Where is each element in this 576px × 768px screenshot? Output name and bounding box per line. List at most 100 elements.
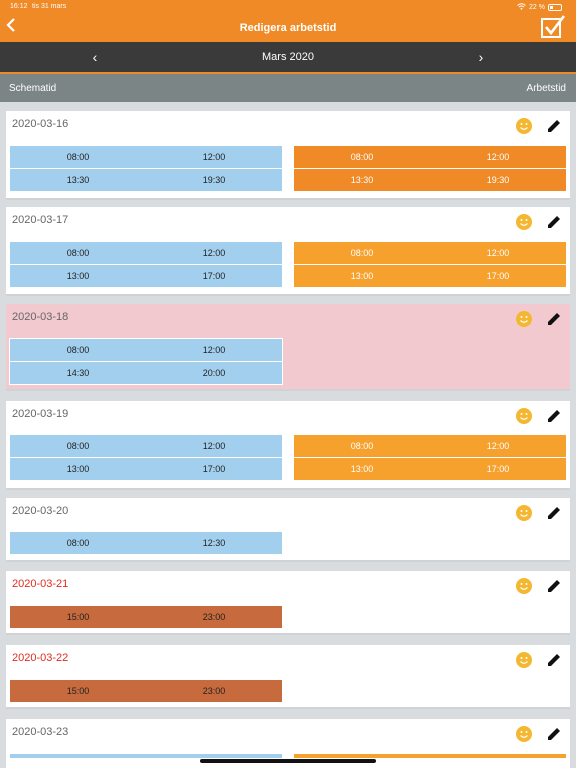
schedule-row[interactable]: 08:00 12:00: [10, 146, 282, 168]
card-divider: [6, 294, 570, 296]
worktime-column-header: Arbetstid: [526, 83, 566, 94]
checkbox-check-icon: [541, 15, 566, 38]
smiley-icon[interactable]: [516, 578, 532, 594]
worktime-block: 08:00 12:00 13:30 19:30: [294, 146, 566, 192]
edit-pencil-icon[interactable]: [546, 118, 562, 134]
column-headers: Schematid Arbetstid: [0, 72, 576, 102]
day-card[interactable]: 2020-03-17 08:00 12:00 13:00 17:00 08:00 12…: [6, 207, 570, 296]
schedule-row[interactable]: 08:00 12:00: [10, 435, 282, 457]
schedule-column-header: Schematid: [9, 83, 57, 94]
start-time: 08:00: [66, 345, 90, 355]
next-month-button[interactable]: ›: [478, 49, 484, 65]
start-time: 14:30: [66, 368, 90, 378]
back-button[interactable]: [5, 16, 25, 38]
schedule-row[interactable]: 08:00 12:30: [10, 532, 282, 554]
schedule-row[interactable]: 15:00 23:00: [10, 680, 282, 702]
start-time: 13:00: [66, 464, 90, 474]
schedule-row[interactable]: 08:00 12:00: [10, 339, 282, 361]
smiley-icon[interactable]: [516, 652, 532, 668]
battery-percent: 22 %: [529, 4, 545, 11]
end-time: 12:00: [202, 152, 226, 162]
edit-pencil-icon[interactable]: [546, 214, 562, 230]
edit-pencil-icon[interactable]: [546, 652, 562, 668]
end-time: 20:00: [202, 368, 226, 378]
smiley-icon[interactable]: [516, 118, 532, 134]
smiley-icon[interactable]: [516, 214, 532, 230]
end-time: 17:00: [486, 464, 510, 474]
worktime-row[interactable]: 13:30 19:30: [294, 169, 566, 191]
day-card[interactable]: 2020-03-21 15:00 23:00: [6, 571, 570, 635]
edit-pencil-icon[interactable]: [546, 726, 562, 742]
app-header: 16:12 tis 31 mars 22 % Redigera arbetsti…: [0, 0, 576, 42]
day-card[interactable]: 2020-03-18 08:00 12:00 14:30 20:00: [6, 304, 570, 391]
schedule-row[interactable]: 15:00 23:00: [10, 606, 282, 628]
schedule-row[interactable]: 14:30 20:00: [10, 362, 282, 384]
card-divider: [6, 633, 570, 635]
schedule-row[interactable]: 08:00 12:00: [10, 242, 282, 264]
edit-pencil-icon[interactable]: [546, 408, 562, 424]
worktime-row[interactable]: 08:00 12:00: [294, 146, 566, 168]
worktime-row[interactable]: 08:00 12:00: [294, 242, 566, 264]
end-time: 12:00: [202, 345, 226, 355]
smiley-icon[interactable]: [516, 505, 532, 521]
smiley-icon[interactable]: [516, 408, 532, 424]
edit-pencil-icon[interactable]: [546, 505, 562, 521]
schedule-block: 08:00 12:00 13:00 17:00: [10, 242, 282, 288]
card-divider: [6, 707, 570, 709]
end-time: 23:00: [202, 612, 226, 622]
wifi-icon: [517, 3, 526, 12]
month-label: Mars 2020: [262, 51, 314, 63]
start-time: 13:00: [66, 271, 90, 281]
worktime-row[interactable]: 13:00 17:00: [294, 265, 566, 287]
card-divider: [6, 560, 570, 562]
day-date: 2020-03-21: [12, 578, 69, 590]
edit-pencil-icon[interactable]: [546, 311, 562, 327]
worktime-row[interactable]: 13:00 17:00: [294, 458, 566, 480]
status-date: tis 31 mars: [32, 3, 67, 10]
start-time: 08:00: [350, 248, 374, 258]
edit-pencil-icon[interactable]: [546, 578, 562, 594]
smiley-icon[interactable]: [516, 726, 532, 742]
battery-icon: [548, 4, 562, 11]
schedule-block: 08:00 12:30: [10, 532, 282, 555]
worktime-row[interactable]: 08:00 12:00: [294, 435, 566, 457]
day-date: 2020-03-19: [12, 408, 69, 420]
start-time: 08:00: [350, 441, 374, 451]
home-indicator[interactable]: [200, 759, 376, 763]
schedule-row[interactable]: 13:30 19:30: [10, 169, 282, 191]
day-date: 2020-03-20: [12, 505, 69, 517]
day-date: 2020-03-16: [12, 118, 69, 130]
save-button[interactable]: [540, 14, 566, 40]
start-time: 13:00: [350, 464, 374, 474]
month-navigator: ‹ Mars 2020 ›: [0, 42, 576, 72]
end-time: 12:30: [202, 538, 226, 548]
worktime-block: 08:00 12:00 13:00 17:00: [294, 435, 566, 481]
smiley-icon[interactable]: [516, 311, 532, 327]
chevron-left-icon: [6, 18, 15, 32]
page-title: Redigera arbetstid: [239, 22, 337, 34]
day-date: 2020-03-18: [12, 311, 69, 323]
end-time: 12:00: [202, 248, 226, 258]
schedule-row[interactable]: 13:00 17:00: [10, 265, 282, 287]
start-time: 08:00: [350, 152, 374, 162]
end-time: 12:00: [202, 441, 226, 451]
day-card[interactable]: 2020-03-20 08:00 12:30: [6, 498, 570, 562]
end-time: 23:00: [202, 686, 226, 696]
day-card[interactable]: 2020-03-16 08:00 12:00 13:30 19:30 08:00 12…: [6, 111, 570, 200]
end-time: 17:00: [202, 271, 226, 281]
start-time: 15:00: [66, 686, 90, 696]
day-date: 2020-03-17: [12, 214, 69, 226]
end-time: 12:00: [486, 152, 510, 162]
end-time: 12:00: [486, 441, 510, 451]
worktime-row[interactable]: [294, 754, 566, 758]
day-card[interactable]: 2020-03-19 08:00 12:00 13:00 17:00 08:00 12…: [6, 401, 570, 490]
card-divider: [6, 488, 570, 490]
status-bar: 16:12 tis 31 mars 22 %: [0, 0, 576, 14]
status-time: 16:12: [10, 3, 28, 10]
schedule-row[interactable]: 13:00 17:00: [10, 458, 282, 480]
end-time: 12:00: [486, 248, 510, 258]
start-time: 13:30: [350, 175, 374, 185]
previous-month-button[interactable]: ‹: [92, 49, 98, 65]
day-card[interactable]: 2020-03-22 15:00 23:00: [6, 645, 570, 709]
schedule-row[interactable]: [10, 754, 282, 758]
